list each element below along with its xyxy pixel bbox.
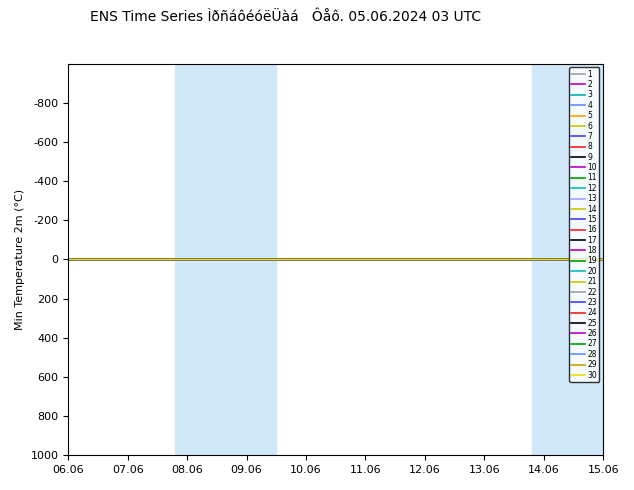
Y-axis label: Min Temperature 2m (°C): Min Temperature 2m (°C) <box>15 189 25 330</box>
Text: ENS Time Series ÌðñáôéóëÜàá   Ôåô. 05.06.2024 03 UTC: ENS Time Series ÌðñáôéóëÜàá Ôåô. 05.06.2… <box>90 10 481 24</box>
Bar <box>532 64 603 455</box>
Bar <box>175 64 276 455</box>
Legend: 1, 2, 3, 4, 5, 6, 7, 8, 9, 10, 11, 12, 13, 14, 15, 16, 17, 18, 19, 20, 21, 22, 2: 1, 2, 3, 4, 5, 6, 7, 8, 9, 10, 11, 12, 1… <box>569 68 599 382</box>
